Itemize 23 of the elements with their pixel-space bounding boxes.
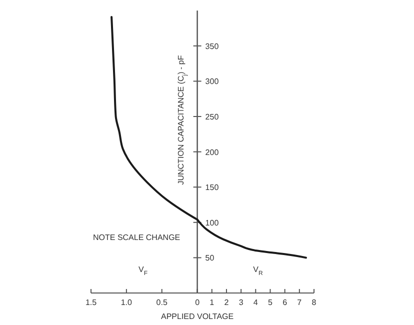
y-tick-label: 150 xyxy=(205,183,220,192)
x-tick-label: 1.5 xyxy=(85,298,98,307)
x-tick-label: 5 xyxy=(268,298,274,307)
x-tick-label: 4 xyxy=(253,298,258,307)
x-tick-label: 0.5 xyxy=(156,298,168,307)
y-tick-label: 300 xyxy=(205,77,220,86)
y-tick-label: 200 xyxy=(205,148,220,157)
y-tick-label: 100 xyxy=(205,218,220,228)
y-tick-label: 350 xyxy=(205,42,220,51)
annotation: V$_{R}$ xyxy=(253,265,264,277)
x-tick-label: 1 xyxy=(210,298,215,307)
x-tick-label: 2 xyxy=(224,298,230,307)
x-tick-label: 0 xyxy=(195,298,200,307)
annotation: V$_{F}$ xyxy=(138,265,148,277)
x-tick-label: 6 xyxy=(282,298,288,307)
x-axis-title: APPLIED VOLTAGE xyxy=(160,312,234,321)
x-tick-label: 3 xyxy=(238,298,244,307)
y-tick-label: 50 xyxy=(205,254,215,263)
x-tick-label: 8 xyxy=(312,298,317,307)
x-tick-label: 7 xyxy=(297,298,302,307)
x-tick-label: 1.0 xyxy=(120,298,133,307)
annotation: NOTE SCALE CHANGE xyxy=(93,233,180,242)
y-tick-label: 250 xyxy=(205,112,220,122)
